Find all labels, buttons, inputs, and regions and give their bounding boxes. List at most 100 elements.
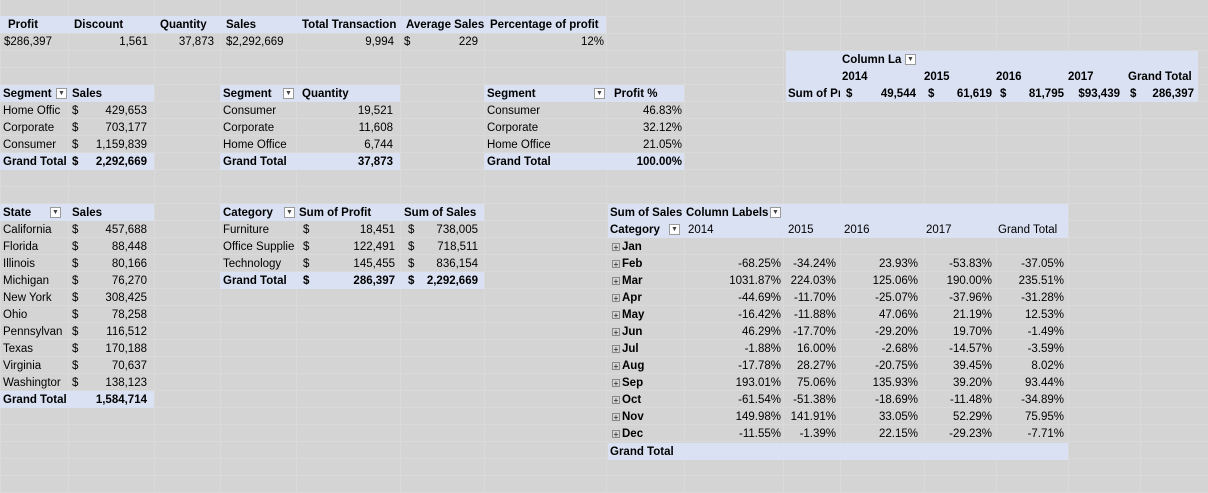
segment-row-label[interactable]: Consumer: [223, 105, 277, 117]
monthly-percent-value[interactable]: -29.23%: [949, 428, 992, 440]
segment-row-label[interactable]: Corporate: [487, 122, 539, 134]
monthly-percent-value[interactable]: -25.07%: [875, 292, 918, 304]
segment-profit-value[interactable]: 21.05%: [642, 139, 682, 151]
monthly-percent-value[interactable]: -29.20%: [875, 326, 918, 338]
currency[interactable]: $: [303, 224, 310, 236]
currency[interactable]: $: [303, 258, 310, 270]
summary-header[interactable]: Average Sales: [406, 19, 484, 31]
monthly-percent-value[interactable]: 8.02%: [1031, 360, 1064, 372]
state-name[interactable]: California: [3, 224, 52, 236]
segment-row-label[interactable]: Home Office: [487, 139, 551, 151]
expand-icon[interactable]: +: [612, 310, 620, 320]
monthly-year-header[interactable]: Grand Total: [998, 224, 1058, 236]
segment-row-label[interactable]: Consumer: [487, 105, 541, 117]
segment-qty-header[interactable]: Quantity: [302, 88, 349, 100]
summary-header[interactable]: Sales: [226, 19, 257, 31]
currency[interactable]: $: [1000, 88, 1007, 100]
summary-average-value[interactable]: 229: [458, 36, 478, 48]
currency[interactable]: $: [72, 275, 79, 287]
monthly-percent-value[interactable]: -68.25%: [738, 258, 781, 270]
segment-sales-value[interactable]: 1,159,839: [95, 139, 147, 151]
currency[interactable]: $: [72, 258, 79, 270]
grand-total-value[interactable]: 37,873: [357, 156, 393, 168]
monthly-percent-value[interactable]: -11.55%: [739, 428, 781, 440]
expand-icon[interactable]: +: [612, 361, 620, 371]
category-header[interactable]: Category: [223, 207, 273, 219]
state-name[interactable]: Virginia: [3, 360, 42, 372]
month-row-label[interactable]: + Dec: [612, 426, 682, 442]
monthly-percent-value[interactable]: 39.45%: [952, 360, 992, 372]
summary-transaction-value[interactable]: 9,994: [365, 36, 394, 48]
state-sales-value[interactable]: 78,258: [111, 309, 147, 321]
category-name[interactable]: Furniture: [223, 224, 270, 236]
state-name[interactable]: Illinois: [3, 258, 35, 270]
category-header[interactable]: Sum of Profit: [299, 207, 372, 219]
grand-total-label[interactable]: Grand Total: [3, 394, 67, 406]
expand-icon[interactable]: +: [612, 259, 620, 269]
currency[interactable]: $: [846, 88, 853, 100]
monthly-percent-value[interactable]: -14.57%: [949, 343, 992, 355]
grand-total-label[interactable]: Grand Total: [223, 156, 287, 168]
state-sales-value[interactable]: 88,448: [111, 241, 147, 253]
month-row-label[interactable]: + Jun: [612, 324, 682, 340]
segment-row-label[interactable]: Corporate: [3, 122, 55, 134]
summary-sales-value[interactable]: $2,292,669: [226, 36, 284, 48]
monthly-percent-value[interactable]: [840, 239, 918, 255]
year-profit-value[interactable]: 49,544: [880, 88, 916, 100]
state-sales-value[interactable]: 70,637: [111, 360, 147, 372]
segment-sales-header[interactable]: Sales: [72, 88, 103, 100]
monthly-percent-value[interactable]: -17.78%: [738, 360, 781, 372]
segment-profit-header[interactable]: Segment: [487, 88, 536, 100]
segment-row-label[interactable]: Corporate: [223, 122, 275, 134]
state-name[interactable]: Texas: [3, 343, 34, 355]
monthly-percent-value[interactable]: 47.06%: [878, 309, 918, 321]
year-header[interactable]: 2015: [924, 71, 950, 83]
monthly-percent-value[interactable]: 22.15%: [878, 428, 918, 440]
monthly-percent-value[interactable]: -3.59%: [1027, 343, 1064, 355]
monthly-percent-value[interactable]: -18.69%: [875, 394, 918, 406]
state-sales-value[interactable]: 80,166: [111, 258, 147, 270]
category-profit-value[interactable]: 18,451: [359, 224, 395, 236]
monthly-percent-value[interactable]: 235.51%: [1018, 275, 1064, 287]
state-filter-icon[interactable]: ▼: [50, 207, 61, 218]
grand-total-value[interactable]: 100.00%: [636, 156, 682, 168]
monthly-percent-value[interactable]: -31.28%: [1021, 292, 1064, 304]
category-name[interactable]: Technology: [223, 258, 282, 270]
summary-profit-value[interactable]: $286,397: [4, 36, 52, 48]
monthly-percent-value[interactable]: [924, 239, 992, 255]
category-profit-value[interactable]: 145,455: [353, 258, 395, 270]
monthly-year-header[interactable]: 2016: [844, 224, 870, 236]
monthly-percent-value[interactable]: -37.05%: [1021, 258, 1064, 270]
monthly-percent-value[interactable]: 33.05%: [878, 411, 918, 423]
monthly-percent-value[interactable]: -11.88%: [794, 309, 836, 321]
grand-total-label[interactable]: Grand Total: [223, 275, 287, 287]
currency[interactable]: $: [72, 139, 79, 151]
currency[interactable]: $: [408, 224, 415, 236]
monthly-percent-value[interactable]: -37.96%: [949, 292, 992, 304]
expand-icon[interactable]: +: [612, 293, 620, 303]
segment-row-label[interactable]: Home Office: [223, 139, 287, 151]
monthly-percent-value[interactable]: 23.93%: [878, 258, 918, 270]
monthly-percent-value[interactable]: -17.70%: [793, 326, 836, 338]
state-sales-value[interactable]: 138,123: [105, 377, 147, 389]
monthly-percent-value[interactable]: -11.48%: [950, 394, 992, 406]
monthly-percent-value[interactable]: -1.49%: [1027, 326, 1064, 338]
summary-percentage-value[interactable]: 12%: [580, 36, 604, 48]
expand-icon[interactable]: +: [612, 412, 620, 422]
summary-avg-currency[interactable]: $: [404, 36, 411, 48]
summary-header[interactable]: Discount: [74, 19, 124, 31]
year-profit-value[interactable]: $93,439: [1078, 88, 1120, 100]
expand-icon[interactable]: +: [612, 276, 620, 286]
monthly-year-header[interactable]: 2015: [788, 224, 814, 236]
segment-qty-value[interactable]: 6,744: [364, 139, 393, 151]
month-row-label[interactable]: + Oct: [612, 392, 682, 408]
monthly-percent-value[interactable]: [686, 239, 781, 255]
expand-icon[interactable]: +: [612, 395, 620, 405]
summary-header[interactable]: Percentage of profit: [490, 19, 599, 31]
month-row-label[interactable]: + Apr: [612, 290, 682, 306]
segment-qty-header[interactable]: Segment: [223, 88, 272, 100]
category-filter-icon[interactable]: ▼: [669, 224, 680, 235]
grand-total-value[interactable]: 1,584,714: [95, 394, 147, 406]
monthly-percent-value[interactable]: -51.38%: [793, 394, 836, 406]
